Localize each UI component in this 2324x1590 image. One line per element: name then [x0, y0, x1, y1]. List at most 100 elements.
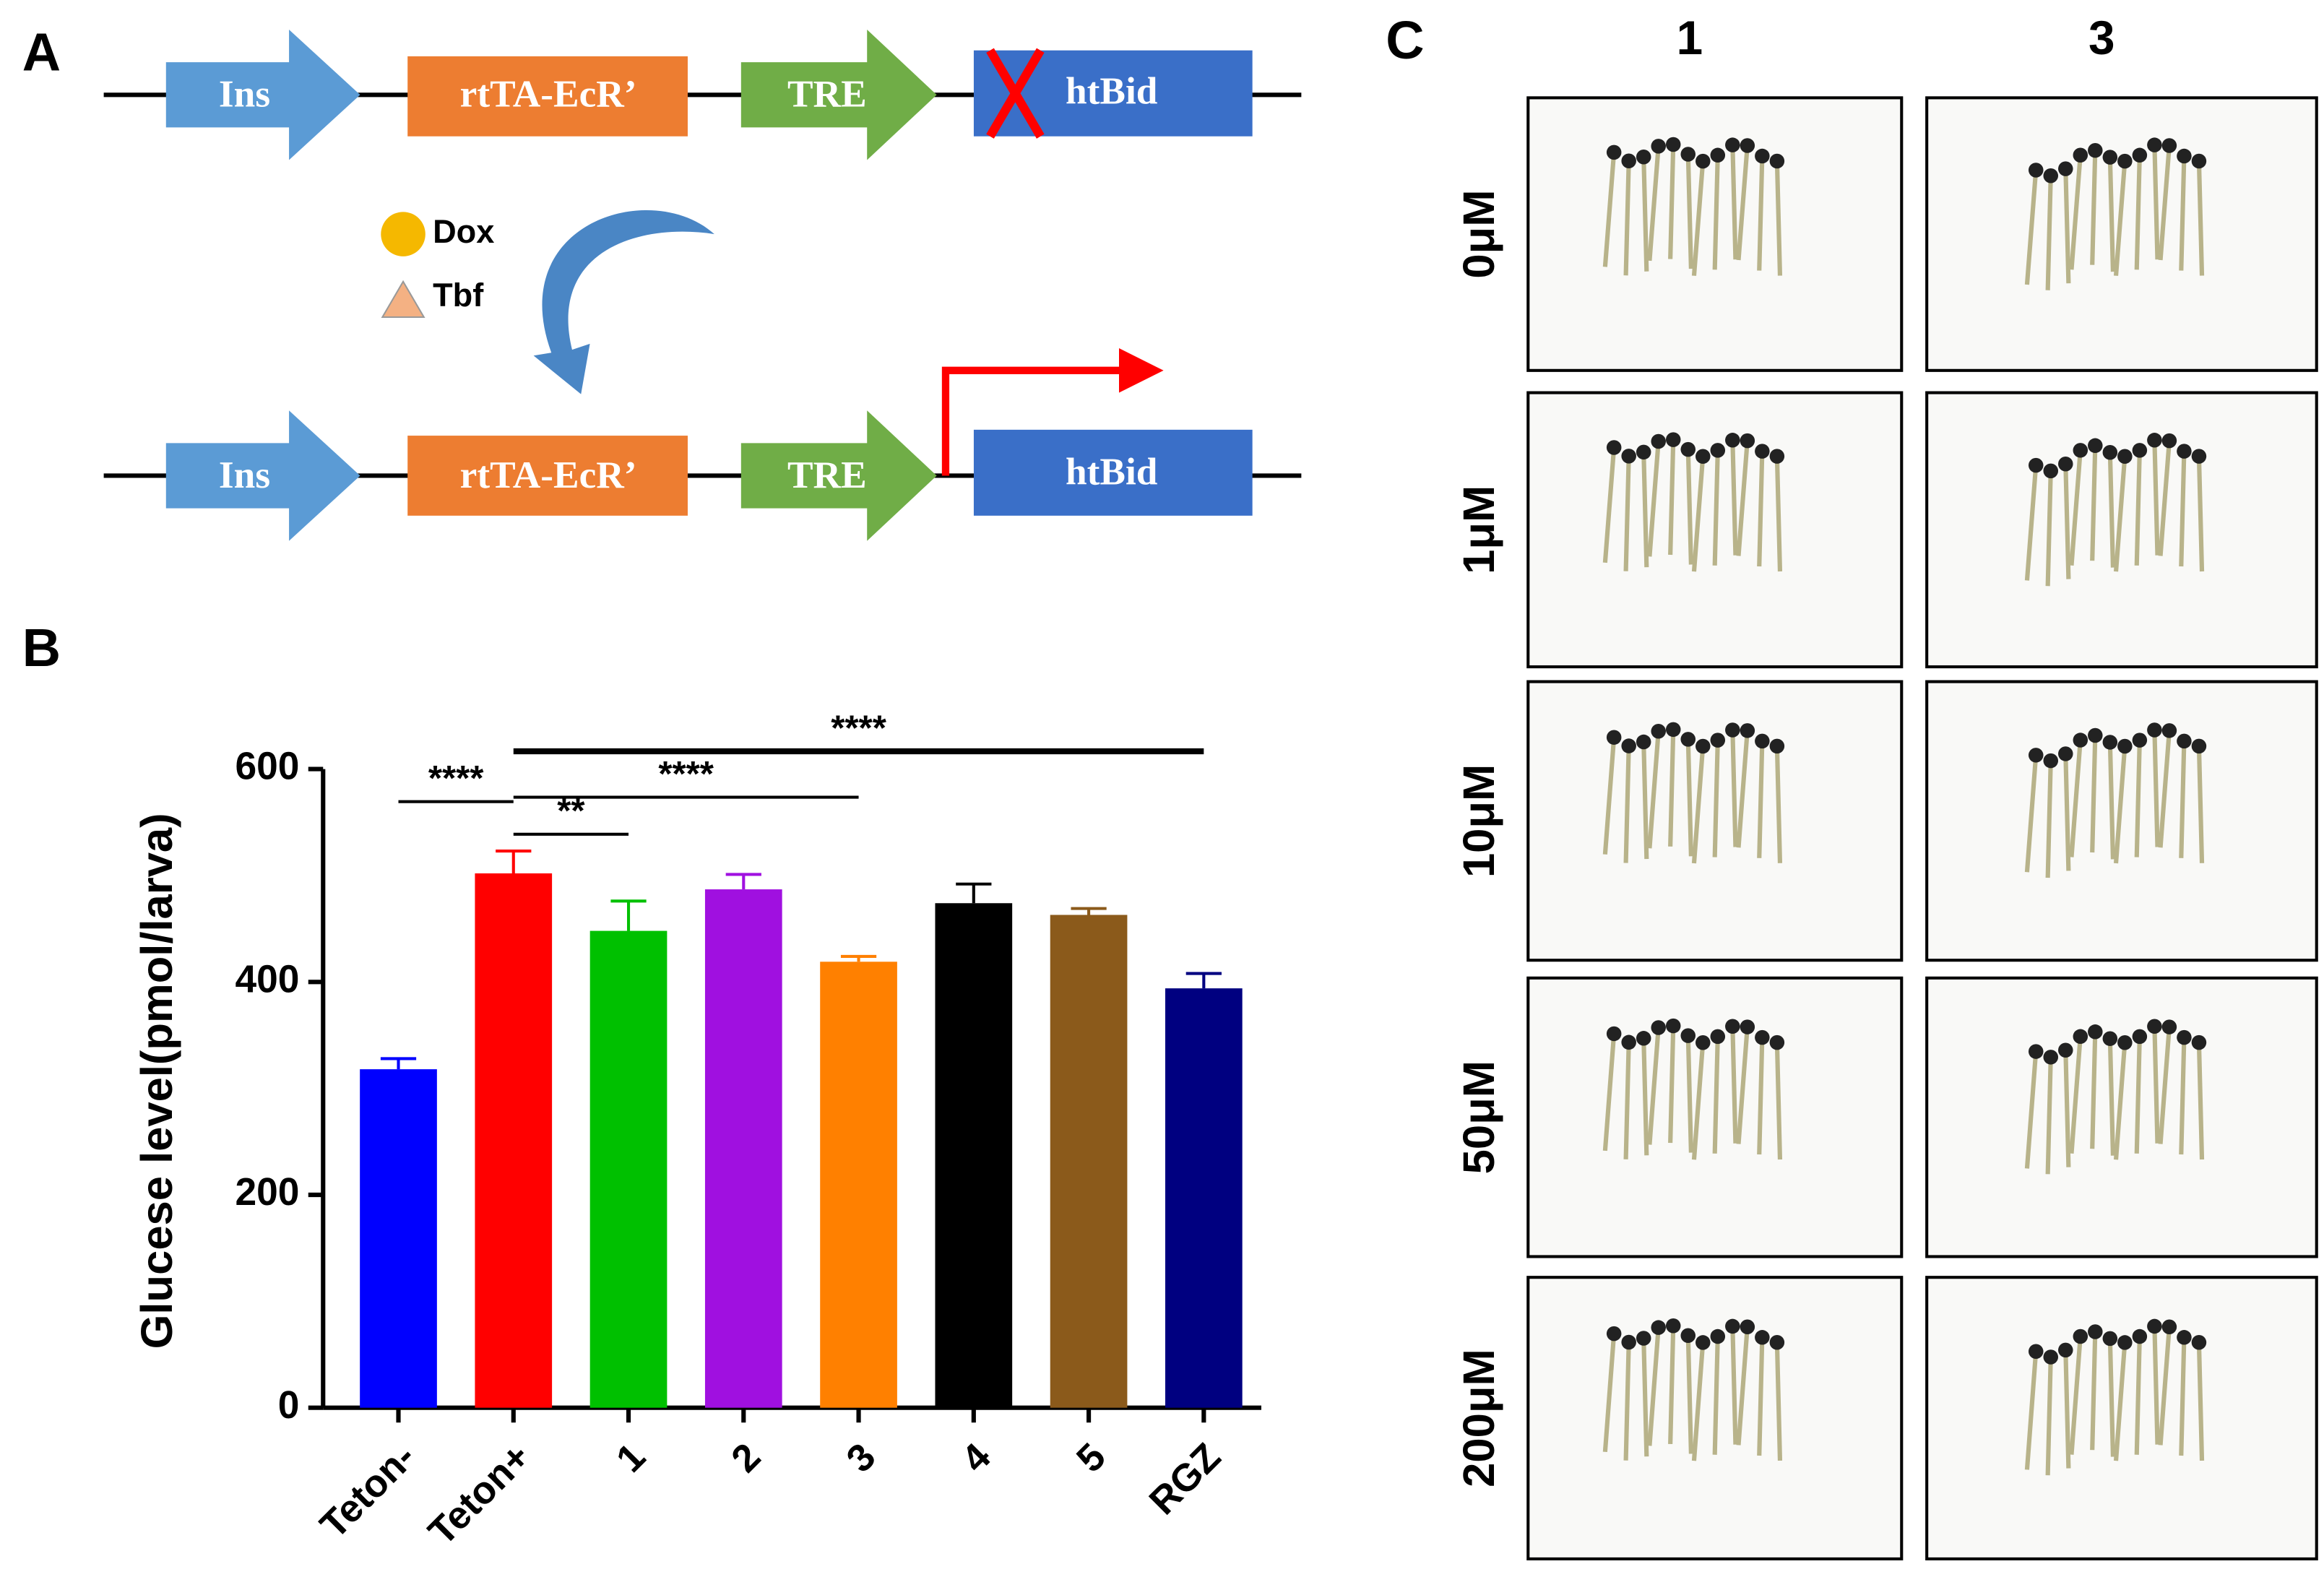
larva-body [1623, 1042, 1631, 1159]
error-bar [725, 873, 761, 890]
larva-head [1651, 723, 1666, 739]
x-tick-label: 5 [1068, 1435, 1114, 1481]
y-axis-label: Glucese level(pmol/larva) [132, 813, 182, 1349]
larva-body [2090, 1032, 2098, 1149]
larva-body [2107, 1338, 2116, 1457]
larva-head [2028, 457, 2044, 473]
larva-head [1740, 1319, 1755, 1335]
error-bar [380, 1057, 417, 1070]
larva-head [2073, 147, 2088, 163]
larva-head [1710, 147, 1726, 163]
larva-head [1606, 1326, 1622, 1341]
larva-body [1712, 1036, 1720, 1154]
larva-head [1680, 1028, 1696, 1043]
larva-body [2063, 168, 2071, 284]
larva-body [2134, 450, 2142, 566]
larva-body [1730, 440, 1738, 556]
larva-head [2147, 1318, 2162, 1334]
larva-head [1725, 433, 1740, 448]
bar [360, 1069, 437, 1408]
larva-head [1710, 1029, 1726, 1045]
larva-head [1710, 443, 1726, 458]
larva-body [2158, 730, 2172, 848]
larva-head [2102, 444, 2118, 460]
row-label: 1μM [1454, 485, 1504, 574]
error-bar [840, 954, 877, 962]
larva-body [1602, 447, 1617, 563]
x-tick-label: RGZ [1141, 1435, 1229, 1523]
label: rtTA-EcR’ [460, 72, 637, 116]
larva-head [2161, 138, 2177, 153]
rtta-box [407, 56, 688, 137]
larva-head [1696, 1335, 1711, 1350]
ins-arrow [165, 30, 360, 160]
x-tick-label: 3 [839, 1435, 884, 1481]
larva-body [1774, 160, 1783, 276]
larva-body [2152, 144, 2160, 260]
larva-head [2161, 723, 2177, 738]
larva-body [2045, 1357, 2053, 1476]
larva-head [1665, 1018, 1681, 1034]
larva-body [2045, 176, 2053, 290]
larva-head [2132, 147, 2148, 163]
bar [820, 962, 897, 1408]
significance-label: **** [428, 759, 484, 798]
larva-body [1730, 730, 1738, 847]
larva-body [2024, 1351, 2039, 1470]
tbf-icon [381, 280, 426, 318]
larva-body [2063, 1349, 2071, 1469]
significance-label: **** [658, 754, 714, 794]
larva-body [2179, 451, 2187, 567]
ins-arrow [165, 410, 360, 541]
larva-body [2045, 760, 2053, 878]
larva-body [2179, 1337, 2187, 1456]
larva-body [2024, 755, 2039, 873]
larva-head [1680, 441, 1696, 457]
larva-body [2196, 1042, 2205, 1160]
larva-head [1636, 444, 1651, 460]
larva-head [1696, 153, 1711, 169]
rtta-box [407, 436, 688, 516]
larva-body [2107, 742, 2116, 860]
larva-body [1623, 1341, 1631, 1461]
larva-head [1696, 738, 1711, 754]
larva-head [2028, 1344, 2044, 1360]
larva-body [2196, 456, 2205, 572]
larva-head [1710, 733, 1726, 748]
larva-body [1757, 1337, 1765, 1456]
larva-body [2179, 740, 2187, 858]
larva-body [2090, 445, 2098, 561]
larva-head [1636, 734, 1651, 750]
larvae-image [1925, 680, 2318, 962]
larva-head [2058, 1342, 2073, 1358]
larva-head [1725, 137, 1740, 152]
larva-head [2132, 443, 2148, 458]
larva-head [1651, 139, 1666, 154]
larva-body [1641, 1038, 1649, 1156]
larva-head [2088, 1024, 2103, 1040]
larva-head [2177, 733, 2192, 749]
row-label: 50μM [1454, 1060, 1504, 1174]
larva-head [2058, 1042, 2073, 1058]
label: htBid [1066, 69, 1158, 113]
label: Ins [219, 72, 270, 116]
label: Ins [219, 453, 270, 496]
larva-head [2161, 1019, 2177, 1034]
bar [589, 930, 668, 1408]
larva-head [1665, 432, 1681, 447]
label: htBid [1066, 450, 1158, 493]
larva-body [2152, 440, 2160, 556]
larva-body [1730, 144, 1738, 260]
larva-head [2058, 746, 2073, 761]
larva-body [1757, 1037, 1765, 1155]
curved-arrow [533, 209, 714, 394]
larva-body [1641, 451, 1649, 568]
larva-head [1621, 1034, 1636, 1050]
larva-head [1740, 138, 1755, 153]
larva-body [1668, 1026, 1676, 1144]
larva-body [1712, 155, 1720, 270]
larva-head [2117, 738, 2133, 754]
larva-head [2132, 1029, 2148, 1045]
larva-head [2043, 1349, 2059, 1365]
